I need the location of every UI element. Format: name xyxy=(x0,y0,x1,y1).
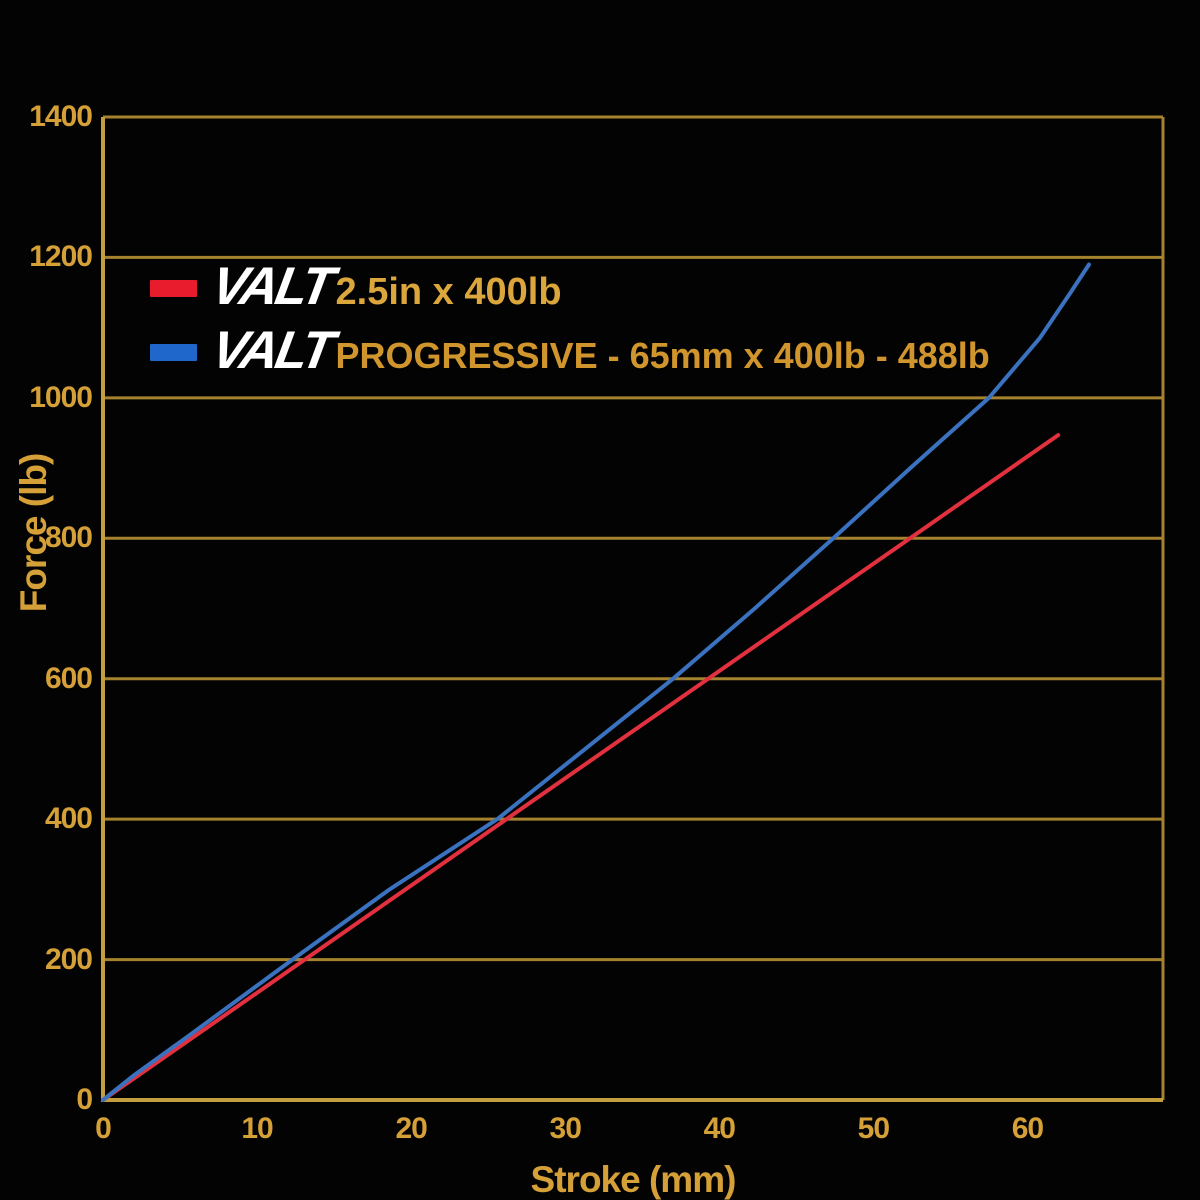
valt-logo: VALT xyxy=(207,257,337,316)
x-tick-label-20: 20 xyxy=(395,1112,427,1145)
blue-series-swatch xyxy=(150,343,197,361)
y-tick-label-400: 400 xyxy=(44,802,93,836)
y-tick-label-1200: 1200 xyxy=(29,240,93,274)
legend-label-linear: 2.5in x 400lb xyxy=(335,271,562,313)
progressive-spring-curve xyxy=(101,262,1091,1102)
x-tick-label-30: 30 xyxy=(549,1112,582,1145)
legend-item-progressive-spring: VALT PROGRESSIVE - 65mm x 400lb - 488lb xyxy=(150,320,990,384)
chart-legend: VALT 2.5in x 400lb VALT PROGRESSIVE - 65… xyxy=(150,256,990,384)
valt-logo: VALT xyxy=(207,321,337,380)
x-tick-label-40: 40 xyxy=(703,1112,736,1145)
legend-label-progressive: PROGRESSIVE - 65mm x 400lb - 488lb xyxy=(335,335,990,376)
red-series-swatch xyxy=(150,279,197,297)
x-tick-label-50: 50 xyxy=(857,1112,890,1145)
y-axis-title: Force (lb) xyxy=(13,453,54,613)
y-tick-label-800: 800 xyxy=(44,521,93,555)
x-tick-label-0: 0 xyxy=(95,1112,112,1145)
x-tick-label-60: 60 xyxy=(1011,1112,1044,1145)
y-tick-label-600: 600 xyxy=(44,661,93,695)
y-tick-label-0: 0 xyxy=(76,1083,93,1116)
y-tick-label-200: 200 xyxy=(44,942,93,976)
y-tick-label-1400: 1400 xyxy=(29,100,93,133)
legend-item-linear-spring: VALT 2.5in x 400lb xyxy=(150,256,990,320)
x-tick-label-10: 10 xyxy=(241,1112,273,1145)
linear-spring-curve xyxy=(101,433,1061,1102)
y-tick-label-1000: 1000 xyxy=(29,380,93,414)
x-axis-title: Stroke (mm) xyxy=(530,1159,737,1200)
